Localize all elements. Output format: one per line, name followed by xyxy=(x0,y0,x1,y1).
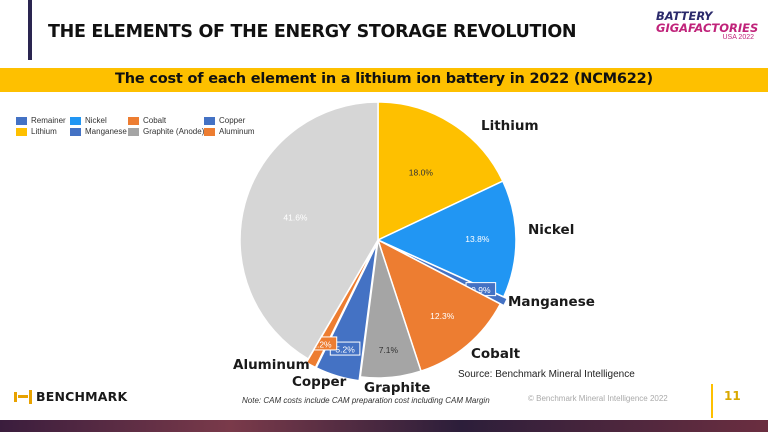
pct-label-copper: 5.2% xyxy=(335,345,355,355)
legend-swatch xyxy=(128,116,139,125)
slice-name-nickel: Nickel xyxy=(528,222,574,238)
slice-name-lithium: Lithium xyxy=(481,118,539,134)
legend-item: Nickel xyxy=(70,116,107,125)
pct-label-nickel: 13.8% xyxy=(465,234,490,244)
legend-label: Copper xyxy=(219,116,246,125)
brand-subline: USA 2022 xyxy=(722,34,754,41)
chart-title-banner: The cost of each element in a lithium io… xyxy=(0,68,768,92)
page-number-divider xyxy=(711,384,713,418)
pie-slice-remainder xyxy=(239,101,379,361)
legend-swatch xyxy=(204,116,215,125)
legend-swatch xyxy=(204,127,215,136)
legend-label: Nickel xyxy=(85,116,107,125)
legend-label: Lithium xyxy=(31,127,57,136)
pct-label-manganese: 0.9% xyxy=(471,285,491,295)
page-number: 11 xyxy=(724,389,741,403)
copyright-text: © Benchmark Mineral Intelligence 2022 xyxy=(528,394,668,403)
source-text: Source: Benchmark Mineral Intelligence xyxy=(458,369,635,380)
brand-line-1: BATTERY xyxy=(656,9,713,23)
legend-item: Cobalt xyxy=(128,116,166,125)
footnote: Note: CAM costs include CAM preparation … xyxy=(242,396,490,405)
pct-label-lithium: 18.0% xyxy=(409,167,434,177)
pie-slice-nickel xyxy=(376,180,517,298)
pct-label-cobalt: 12.3% xyxy=(430,311,455,321)
pie-slice-cobalt xyxy=(376,238,502,373)
legend-label: Aluminum xyxy=(219,127,255,136)
benchmark-logo: BENCHMARK xyxy=(14,389,127,404)
pct-label-graphite: 7.1% xyxy=(379,345,399,355)
benchmark-name: BENCHMARK xyxy=(36,389,128,404)
legend-item: Remainer xyxy=(16,116,66,125)
battery-gigafactories-logo: BATTERY GIGAFACTORIES USA 2022 xyxy=(656,10,758,50)
slice-name-copper: Copper xyxy=(292,374,347,390)
legend-item: Aluminum xyxy=(204,127,255,136)
stage-photo-strip xyxy=(0,420,768,432)
legend-swatch xyxy=(128,127,139,136)
legend-swatch xyxy=(16,116,27,125)
legend-item: Lithium xyxy=(16,127,57,136)
slide-title: THE ELEMENTS OF THE ENERGY STORAGE REVOL… xyxy=(48,22,577,42)
legend-item: Copper xyxy=(204,116,245,125)
slice-name-cobalt: Cobalt xyxy=(471,346,521,362)
title-accent-bar xyxy=(28,0,32,60)
legend-label: Manganese xyxy=(85,127,127,136)
legend-label: Cobalt xyxy=(143,116,167,125)
legend-label: Graphite (Anode) xyxy=(143,127,205,136)
brand-line-2: GIGAFACTORIES xyxy=(656,21,759,35)
chart-title: The cost of each element in a lithium io… xyxy=(115,71,653,87)
benchmark-mark-icon xyxy=(14,389,32,404)
pct-label-remainder: 41.6% xyxy=(283,213,308,223)
legend-item: Manganese xyxy=(70,127,127,136)
slice-name-graphite: Graphite xyxy=(364,380,430,396)
pct-label-aluminum: 1.2% xyxy=(312,339,332,349)
pie-slice-lithium xyxy=(377,101,504,242)
legend-swatch xyxy=(70,127,81,136)
legend-swatch xyxy=(16,127,27,136)
legend-swatch xyxy=(70,116,81,125)
slice-name-manganese: Manganese xyxy=(508,294,595,310)
slice-name-aluminum: Aluminum xyxy=(233,357,310,373)
legend-label: Remainer xyxy=(31,116,66,125)
legend-item: Graphite (Anode) xyxy=(128,127,204,136)
